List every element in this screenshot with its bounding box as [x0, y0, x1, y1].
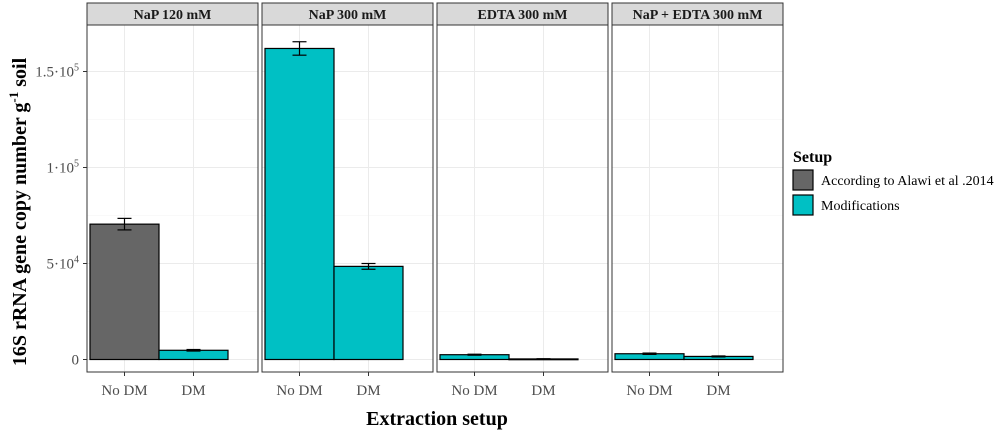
panel-background [612, 25, 783, 372]
legend-key [792, 194, 814, 216]
x-tick-label: DM [531, 383, 555, 399]
facet-strip-label: NaP 300 mM [309, 8, 387, 23]
legend: Setup According to Alawi et al .2014 Modif… [792, 149, 994, 216]
facet-panel: EDTA 300 mM No DM DM [436, 2, 609, 399]
legend-title: Setup [793, 149, 832, 166]
facet-strip-label: NaP + EDTA 300 mM [633, 8, 763, 23]
x-tick-label: DM [356, 383, 380, 399]
y-axis-title: 16S rRNA gene copy number g-1 soil [6, 57, 31, 366]
legend-key [792, 169, 814, 191]
x-tick-label: No DM [451, 383, 497, 399]
facet-panel: NaP 300 mM No DM DM [261, 2, 434, 399]
facet-strip-label: NaP 120 mM [134, 8, 212, 23]
bar [264, 47, 335, 361]
facet-panel: NaP + EDTA 300 mM No DM DM [611, 2, 784, 399]
facet-strip [611, 2, 784, 26]
y-tick-label: 0 [72, 353, 80, 369]
x-tick-label: No DM [626, 383, 672, 399]
facet-strip-label: EDTA 300 mM [478, 8, 568, 23]
bar [158, 349, 229, 361]
facet-panel: NaP 120 mM No DM DM [86, 2, 259, 399]
facet-strip [261, 2, 434, 26]
x-tick-label: No DM [101, 383, 147, 399]
legend-label: According to Alawi et al .2014 [821, 174, 994, 189]
y-tick-label: 1·105 [47, 159, 80, 177]
facet-strip [86, 2, 259, 26]
facet-strip [436, 2, 609, 26]
x-tick-label: DM [181, 383, 205, 399]
x-axis-title: Extraction setup [366, 408, 508, 430]
x-tick-label: DM [706, 383, 730, 399]
panel-background [437, 25, 608, 372]
y-tick-label: 1.5·105 [35, 63, 79, 81]
x-tick-label: No DM [276, 383, 322, 399]
legend-label: Modifications [821, 199, 900, 214]
bar [89, 223, 160, 361]
y-tick-label: 5·104 [47, 255, 80, 273]
bar [333, 265, 404, 361]
